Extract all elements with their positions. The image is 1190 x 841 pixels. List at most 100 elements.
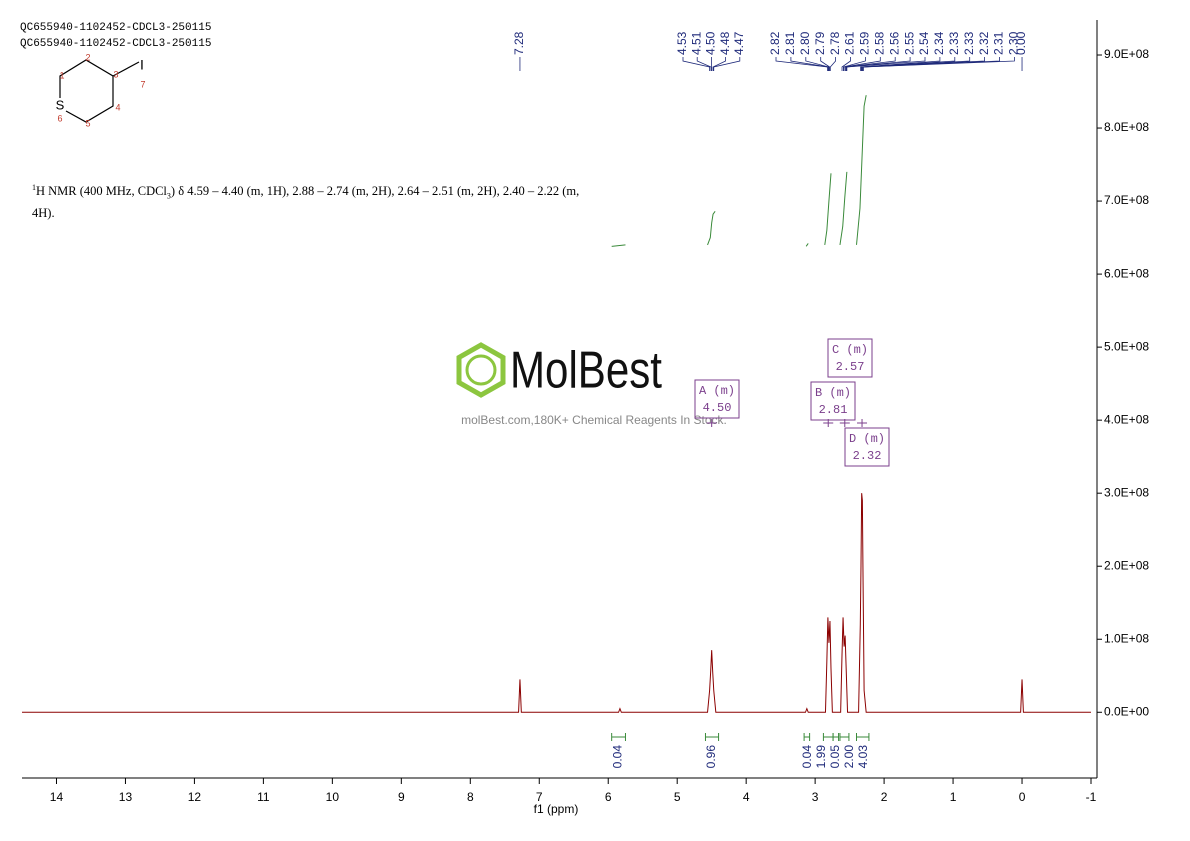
peak-label: 2.59 bbox=[858, 31, 872, 55]
peak-label: 2.78 bbox=[828, 31, 842, 55]
watermark-tagline: molBest.com,180K+ Chemical Reagents In S… bbox=[461, 413, 727, 427]
y-tick-label: 8.0E+08 bbox=[1104, 120, 1149, 134]
multiplet-box bbox=[810, 381, 856, 421]
integral-label: 0.04 bbox=[800, 745, 814, 769]
multiplet-shift: 2.32 bbox=[853, 449, 882, 463]
peak-connector bbox=[843, 57, 866, 71]
spectrum-line bbox=[22, 493, 1091, 713]
x-tick-label: 8 bbox=[467, 790, 474, 804]
peak-connector bbox=[846, 57, 926, 71]
x-tick-label: 2 bbox=[881, 790, 888, 804]
y-tick-label: 2.0E+08 bbox=[1104, 558, 1149, 572]
peak-label: 2.80 bbox=[798, 31, 812, 55]
multiplet-shift: 4.50 bbox=[703, 401, 732, 415]
atom-number: 1 bbox=[59, 70, 64, 80]
spectrum-line bbox=[611, 95, 867, 247]
atom: S bbox=[56, 97, 65, 112]
y-tick-label: 1.0E+08 bbox=[1104, 631, 1149, 645]
atom-number: 6 bbox=[57, 113, 62, 123]
x-tick-label: 12 bbox=[188, 790, 202, 804]
peak-connector bbox=[713, 57, 741, 71]
peak-connector bbox=[820, 57, 831, 71]
nmr-main: H NMR (400 MHz, CDCl bbox=[36, 184, 167, 199]
x-tick-label: 13 bbox=[119, 790, 133, 804]
y-tick-label: 0.0E+00 bbox=[1104, 704, 1149, 718]
peak-label: 4.48 bbox=[718, 31, 732, 55]
peak-label: 2.34 bbox=[932, 31, 946, 55]
integral-label: 0.04 bbox=[611, 745, 625, 769]
x-tick-label: 6 bbox=[605, 790, 612, 804]
peak-connector bbox=[682, 57, 711, 71]
x-tick-label: 5 bbox=[674, 790, 681, 804]
peak-connector bbox=[775, 57, 828, 71]
peak-connector bbox=[805, 57, 830, 71]
peak-label: 2.82 bbox=[768, 31, 782, 55]
y-tick-label: 5.0E+08 bbox=[1104, 339, 1149, 353]
y-tick-label: 9.0E+08 bbox=[1104, 47, 1149, 61]
peak-label: 2.61 bbox=[843, 31, 857, 55]
peak-connector bbox=[843, 57, 881, 71]
peak-connector bbox=[696, 57, 712, 71]
multiplet-label: A (m) bbox=[699, 384, 735, 398]
atom-number: 7 bbox=[140, 79, 145, 89]
peak-connector bbox=[863, 57, 1015, 71]
peak-label: 2.31 bbox=[992, 31, 1006, 55]
multiplet-label: D (m) bbox=[849, 432, 885, 446]
x-tick-label: 11 bbox=[257, 790, 270, 804]
x-tick-label: 9 bbox=[398, 790, 405, 804]
peak-connector bbox=[860, 57, 941, 71]
logo-ring bbox=[465, 354, 497, 386]
peak-label: 2.54 bbox=[917, 31, 931, 55]
peak-label: 4.50 bbox=[704, 31, 718, 55]
peak-label: 2.33 bbox=[947, 31, 961, 55]
peak-label: 2.79 bbox=[813, 31, 827, 55]
watermark-brand: MolBest bbox=[510, 342, 662, 400]
peak-label: 2.58 bbox=[872, 31, 886, 55]
watermark-logo bbox=[456, 342, 506, 398]
x-tick-label: 1 bbox=[950, 790, 957, 804]
logo-hexagon bbox=[456, 342, 506, 398]
nmr-rest: ) δ 4.59 – 4.40 (m, 1H), 2.88 – 2.74 (m,… bbox=[32, 184, 580, 220]
x-tick-label: 10 bbox=[326, 790, 340, 804]
multiplet-box bbox=[827, 338, 873, 378]
atom-numbers: 1 2 3 4 5 6 7 bbox=[57, 52, 145, 128]
multiplet-label: B (m) bbox=[815, 386, 851, 400]
y-tick-label: 3.0E+08 bbox=[1104, 485, 1149, 499]
multiplet-shift: 2.57 bbox=[836, 360, 865, 374]
x-axis-label: f1 (ppm) bbox=[534, 802, 579, 816]
peak-connector bbox=[845, 57, 896, 71]
peak-label: 2.81 bbox=[783, 31, 797, 55]
x-tick-label: 4 bbox=[743, 790, 750, 804]
atom-number: 5 bbox=[85, 118, 90, 128]
integral-label: 0.96 bbox=[704, 745, 718, 769]
peak-label: 0.00 bbox=[1014, 31, 1028, 55]
peak-label: 2.56 bbox=[887, 31, 901, 55]
x-tick-label: 3 bbox=[812, 790, 819, 804]
header-line: QC655940-1102452-CDCL3-250115 bbox=[20, 22, 211, 34]
atom-number: 2 bbox=[85, 52, 90, 62]
peak-connector bbox=[712, 57, 726, 71]
multiplet-box bbox=[844, 427, 890, 467]
nmr-description: 1H NMR (400 MHz, CDCl3) δ 4.59 – 4.40 (m… bbox=[32, 179, 597, 222]
peak-label: 7.28 bbox=[512, 31, 526, 55]
multiplet-shift: 2.81 bbox=[819, 403, 848, 417]
header-line: QC655940-1102452-CDCL3-250115 bbox=[20, 38, 211, 50]
atom-number: 3 bbox=[113, 69, 118, 79]
integral-label: 1.99 bbox=[814, 745, 828, 769]
nmr-sub: 3 bbox=[166, 191, 171, 201]
y-tick-label: 4.0E+08 bbox=[1104, 412, 1149, 426]
peak-label: 2.55 bbox=[902, 31, 916, 55]
multiplet-box bbox=[694, 379, 740, 419]
peak-connector bbox=[829, 57, 836, 71]
peak-connector bbox=[841, 57, 851, 71]
y-tick-label: 6.0E+08 bbox=[1104, 266, 1149, 280]
x-tick-label: 0 bbox=[1019, 790, 1026, 804]
x-tick-label: -1 bbox=[1086, 790, 1097, 804]
peak-label: 4.53 bbox=[675, 31, 689, 55]
integral-label: 2.00 bbox=[842, 745, 856, 769]
y-tick-label: 7.0E+08 bbox=[1104, 193, 1149, 207]
peak-label: 2.30 bbox=[1007, 31, 1021, 55]
peak-connector bbox=[845, 57, 911, 71]
